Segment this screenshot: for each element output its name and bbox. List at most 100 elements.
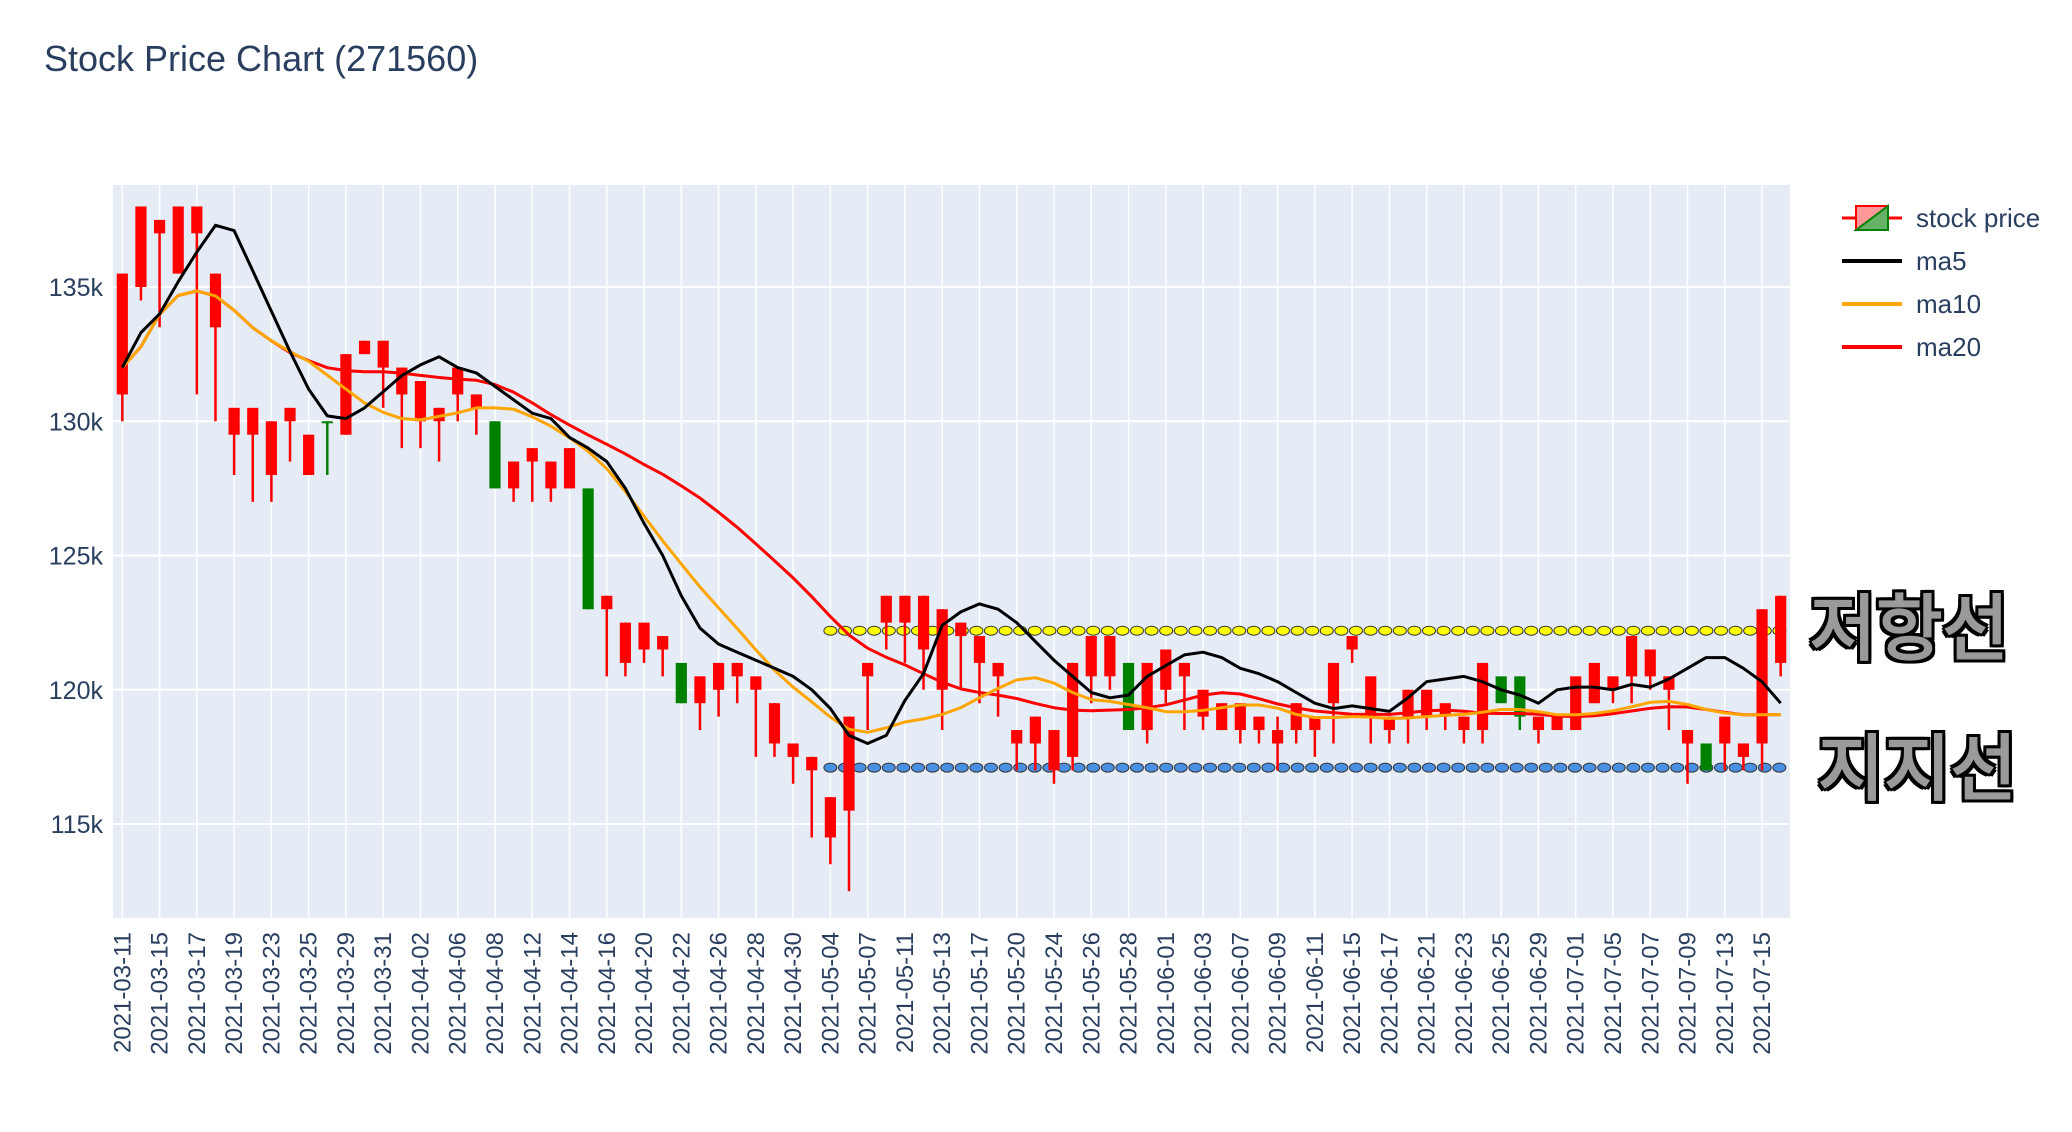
support-dot (1334, 762, 1349, 773)
candle-body (843, 716, 855, 811)
candle-body (582, 488, 594, 610)
support-dot (1567, 762, 1582, 773)
candle-body (1290, 703, 1302, 731)
legend[interactable]: stock price ma5 ma10 ma20 (1842, 203, 2040, 362)
legend-item-ma10[interactable]: ma10 (1842, 289, 1981, 319)
resistance-dot (1305, 625, 1320, 636)
support-dot (940, 762, 955, 773)
x-tick-label: 2021-04-28 (743, 932, 770, 1055)
resistance-dot (969, 625, 984, 636)
x-tick-label: 2021-07-05 (1600, 932, 1627, 1055)
resistance-dot (1056, 625, 1071, 636)
support-dot (1728, 762, 1743, 773)
candle-body (1197, 689, 1209, 717)
candle-body (750, 676, 762, 690)
support-dot (1436, 762, 1451, 773)
support-dot (969, 762, 984, 773)
resistance-dot (1582, 625, 1597, 636)
candle-body (1476, 662, 1489, 731)
candle-body (191, 206, 203, 234)
candle-body (489, 421, 501, 489)
support-dot (896, 762, 911, 773)
resistance-dot (1290, 625, 1305, 636)
resistance-dot (1421, 625, 1436, 636)
x-tick-label: 2021-05-04 (817, 932, 844, 1055)
candle-body (862, 662, 874, 677)
candle-body (694, 676, 706, 704)
x-tick-label: 2021-07-15 (1749, 932, 1776, 1055)
candle-body (452, 367, 464, 395)
legend-item-ma5[interactable]: ma5 (1842, 246, 1967, 276)
resistance-dot (1144, 625, 1159, 636)
resistance-dot (896, 625, 911, 636)
candle-body (917, 595, 930, 650)
support-dot (1144, 762, 1159, 773)
candle-body (433, 407, 445, 422)
candle-body (1700, 743, 1712, 771)
resistance-annotation: 저항선 (1810, 587, 2009, 671)
resistance-dot (1071, 625, 1086, 636)
candle-body (340, 354, 352, 435)
y-gridlines (113, 286, 1790, 826)
support-dot (1494, 762, 1509, 773)
candle-body (1271, 730, 1284, 744)
resistance-dot (1246, 625, 1261, 636)
x-tick-label: 2021-06-07 (1227, 932, 1254, 1055)
candle-body (1160, 649, 1172, 690)
candle-body (1327, 662, 1340, 704)
support-annotation: 지지선 (1818, 727, 2017, 811)
support-dot (1743, 762, 1758, 773)
x-tick-label: 2021-05-26 (1078, 932, 1105, 1055)
candle-body (787, 743, 799, 757)
x-tick-label: 2021-05-24 (1041, 932, 1068, 1055)
resistance-dot (1188, 625, 1203, 636)
candle-body (601, 595, 613, 610)
candle-body (955, 622, 967, 637)
x-tick-label: 2021-05-07 (855, 932, 882, 1055)
candle-body (1365, 676, 1377, 717)
resistance-dot (852, 625, 867, 636)
resistance-dot (1407, 625, 1422, 636)
x-tick-label: 2021-04-08 (482, 932, 509, 1055)
candle-body (396, 367, 408, 395)
support-dot (1202, 762, 1217, 773)
x-tick-label: 2021-07-13 (1712, 932, 1739, 1055)
support-dot (1655, 762, 1670, 773)
legend-item-ma20[interactable]: ma20 (1842, 332, 1981, 362)
x-tick-label: 2021-03-15 (147, 932, 174, 1055)
candle-body (880, 595, 892, 623)
x-tick-label: 2021-03-11 (109, 932, 136, 1053)
resistance-dot (1553, 625, 1568, 636)
support-dot (1100, 762, 1115, 773)
x-tick-label: 2021-05-11 (892, 932, 919, 1053)
candle-body (1011, 730, 1023, 744)
ma20-line (121, 289, 1781, 719)
support-dot (1246, 762, 1261, 773)
resistance-dot (1684, 625, 1699, 636)
legend-label: stock price (1916, 203, 2040, 233)
moving-average-lines (120, 223, 1782, 745)
candle-body (1719, 716, 1731, 744)
support-dot (1129, 762, 1144, 773)
support-dot (1261, 762, 1276, 773)
x-tick-label: 2021-05-17 (966, 932, 993, 1055)
candle-body (806, 756, 818, 771)
x-tick-label: 2021-07-09 (1675, 932, 1702, 1055)
support-dot (1626, 762, 1641, 773)
support-dot (1086, 762, 1101, 773)
resistance-dot (1480, 625, 1495, 636)
resistance-dot (1538, 625, 1553, 636)
resistance-dot (1567, 625, 1582, 636)
candle-body (563, 448, 576, 489)
support-dot (1582, 762, 1597, 773)
resistance-dot (1319, 625, 1334, 636)
resistance-dot (1363, 625, 1378, 636)
resistance-dot (1378, 625, 1393, 636)
x-tick-label: 2021-06-23 (1451, 932, 1478, 1055)
candle-body (470, 394, 482, 408)
legend-item-stock-price[interactable]: stock price (1842, 203, 2040, 233)
resistance-dot (1100, 625, 1115, 636)
support-dot (1188, 762, 1203, 773)
candle-body (1346, 636, 1358, 650)
